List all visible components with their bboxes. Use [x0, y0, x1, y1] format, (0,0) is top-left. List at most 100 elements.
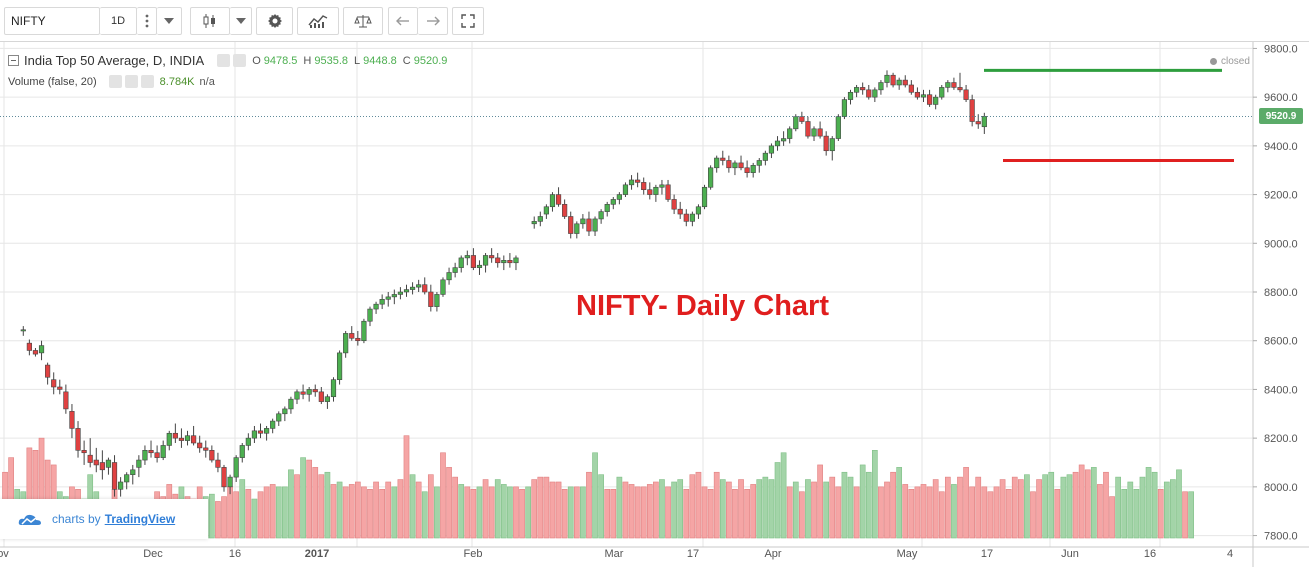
chart-style-dropdown-button[interactable]: [230, 7, 252, 35]
candle-body: [209, 450, 215, 461]
volume-bar: [1151, 471, 1158, 539]
volume-bar: [409, 474, 416, 539]
candle-body: [26, 342, 32, 351]
fullscreen-icon: [461, 14, 475, 28]
more-intervals-button[interactable]: [137, 7, 157, 35]
volume-bar: [1005, 488, 1012, 539]
undo-button[interactable]: [388, 7, 418, 35]
y-tick-label: 9000.0: [1264, 238, 1298, 250]
volume-bar: [525, 486, 531, 539]
volume-bar: [580, 486, 586, 539]
interval-button[interactable]: 1D: [100, 7, 137, 35]
volume-bar: [695, 471, 702, 539]
volume-bar: [774, 462, 781, 539]
high-label: H: [303, 54, 312, 67]
candle-body: [32, 350, 39, 355]
candle-body: [562, 204, 568, 217]
volume-bar: [829, 476, 836, 539]
y-tick-label: 8800.0: [1264, 287, 1298, 299]
undo-icon: [396, 16, 409, 26]
tradingview-badge[interactable]: charts by TradingView: [0, 499, 208, 539]
volume-bar: [944, 476, 951, 539]
candle-body: [781, 138, 787, 142]
volume-bar: [902, 484, 909, 539]
volume-bar: [908, 488, 915, 539]
volume-bar: [884, 481, 890, 539]
volume-bar: [963, 467, 969, 539]
volume-bar: [288, 469, 294, 539]
candle-body: [379, 299, 385, 305]
candle-body: [221, 467, 227, 488]
candle-body: [695, 206, 702, 215]
eye-icon[interactable]: [108, 75, 122, 88]
volume-bar: [476, 486, 483, 539]
candle-body: [51, 379, 57, 388]
volume-bar: [926, 486, 933, 539]
volume-bar: [938, 491, 945, 539]
candle-body: [732, 162, 738, 169]
volume-bar: [440, 452, 446, 539]
candle-body: [203, 447, 209, 451]
volume-bar: [987, 491, 994, 539]
compare-button[interactable]: [343, 7, 383, 35]
indicators-button[interactable]: [297, 7, 339, 35]
settings-button[interactable]: [256, 7, 293, 35]
candle-body: [768, 145, 775, 154]
volume-bar: [707, 488, 714, 539]
tradingview-link[interactable]: TradingView: [104, 512, 176, 526]
volume-bar: [354, 481, 361, 539]
volume-bar: [732, 488, 738, 539]
volume-bar: [555, 481, 562, 539]
volume-bar: [951, 484, 957, 539]
volume-bar: [269, 484, 276, 539]
gear-icon[interactable]: [124, 75, 138, 88]
volume-bar: [324, 471, 331, 539]
candle-body: [148, 450, 154, 454]
volume-bar: [561, 488, 568, 539]
x-tick-label: 17: [981, 548, 993, 560]
volume-bar: [811, 481, 817, 539]
candle-body: [543, 206, 549, 215]
candle-body: [914, 91, 921, 98]
candle-body: [622, 184, 629, 195]
volume-bar: [920, 484, 927, 539]
chart-style-button[interactable]: [190, 7, 230, 35]
candle-body: [659, 184, 665, 188]
volume-bar: [312, 467, 319, 539]
main-legend: India Top 50 Average, D, INDIA O 9478.5 H…: [8, 53, 447, 68]
candle-body: [470, 255, 476, 268]
eye-icon[interactable]: [217, 54, 231, 67]
candle-body: [160, 445, 166, 458]
volume-bar: [1163, 481, 1170, 539]
volume-bar: [458, 484, 465, 539]
candle-body: [142, 450, 148, 461]
volume-bar: [494, 479, 501, 539]
collapse-legend-icon[interactable]: [8, 55, 19, 66]
interval-dropdown-button[interactable]: [157, 7, 182, 35]
x-tick-label: 2017: [305, 548, 329, 560]
candle-body: [926, 94, 933, 105]
more-vertical-icon: [145, 14, 148, 28]
candle-body: [969, 99, 975, 122]
volume-bar: [464, 486, 471, 539]
volume-bar: [549, 481, 556, 539]
volume-bar: [1109, 496, 1115, 539]
candle-body: [568, 216, 574, 234]
price-chart[interactable]: 7800.0 8000.0 8200.0 8400.0 8600.0 8800.0 9000…: [0, 42, 1309, 567]
volume-bar: [1188, 491, 1194, 539]
close-icon[interactable]: [140, 75, 154, 88]
candle-body: [854, 87, 860, 93]
candle-body: [744, 167, 750, 173]
redo-button[interactable]: [418, 7, 448, 35]
volume-bar: [263, 486, 270, 539]
symbol-search-input[interactable]: NIFTY: [4, 7, 100, 35]
volume-bar: [318, 474, 325, 539]
volume-bar: [665, 486, 671, 539]
candle-body: [714, 157, 720, 169]
volume-bar: [817, 464, 823, 539]
candle-body: [416, 284, 422, 288]
fullscreen-button[interactable]: [452, 7, 484, 35]
candle-body: [99, 462, 105, 471]
candle-body: [598, 211, 604, 220]
gear-icon[interactable]: [233, 54, 247, 67]
